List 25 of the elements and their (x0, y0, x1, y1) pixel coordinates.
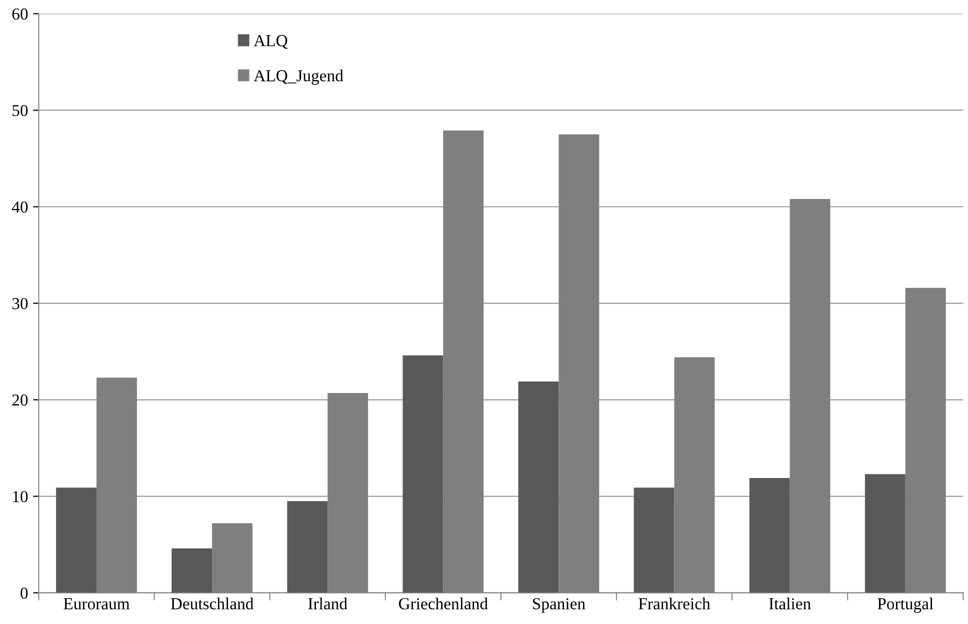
bar (56, 488, 96, 593)
x-tick-label: Italien (769, 598, 811, 610)
x-tick-label: Euroraum (64, 598, 130, 610)
x-tick-label: Griechenland (398, 598, 488, 610)
bar (402, 355, 444, 593)
bar (864, 474, 906, 593)
bar (634, 488, 674, 593)
x-tick-label: Spanien (532, 598, 586, 613)
y-tick-label: 30 (12, 298, 28, 310)
bar (172, 548, 212, 593)
bar (287, 501, 328, 593)
legend-label: ALQ (254, 35, 288, 49)
y-tick-label: 10 (13, 490, 28, 502)
x-tick-label: Frankreich (638, 598, 710, 610)
legend-label: ALQ_Jugend (254, 70, 344, 85)
y-tick-label: 40 (12, 201, 28, 213)
y-tick-label: 60 (12, 8, 28, 20)
x-tick-label: Deutschland (170, 598, 254, 610)
x-tick-label: Portugal (878, 598, 934, 613)
y-tick-label: 0 (20, 588, 28, 599)
y-tick-label: 50 (12, 104, 28, 116)
bar (518, 381, 559, 593)
bar (749, 478, 790, 593)
y-tick-label: 20 (12, 394, 28, 406)
x-tick-label: Irland (308, 598, 348, 610)
